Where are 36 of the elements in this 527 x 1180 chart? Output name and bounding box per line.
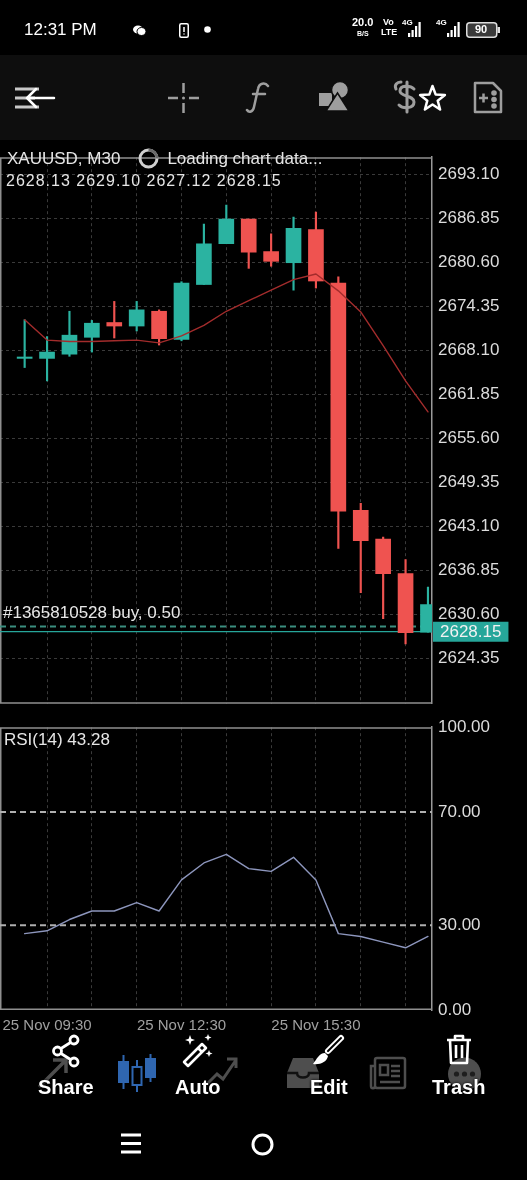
y-tick-label: 2624.35 [438,648,500,668]
text: LTE [381,27,398,37]
ref-line-label: #1365810528 buy, 0.50 [3,603,181,623]
text: 4G [436,18,447,27]
y-tick-label: 2680.60 [438,252,500,272]
y-tick-label: 2636.85 [438,560,500,580]
y-tick-label: 2655.60 [438,428,500,448]
text: Auto [175,1076,221,1098]
y-tick-label: 70.00 [438,801,481,821]
y-tick-label: 0.00 [438,999,472,1019]
text: Vo [383,17,394,27]
y-tick-label: 30.00 [438,914,481,934]
x-tick-label: 25 Nov 15:30 [271,1016,361,1034]
y-tick-label: 2693.10 [438,164,500,184]
x-tick-label: 25 Nov 12:30 [136,1016,227,1034]
chart-title: RSI(14) 43.28 [4,730,110,749]
y-tick-label: 100.00 [438,716,490,736]
y-tick-label: 2649.35 [438,472,500,492]
text: 4G [402,18,413,27]
y-tick-label: 2668.10 [438,340,500,360]
text: Edit [310,1076,348,1098]
y-tick-label: 2643.10 [438,516,500,536]
x-tick-label: 25 Nov 09:30 [2,1016,92,1034]
text: 12:31 PM [24,20,97,39]
chart-title: XAUUSD, M30 [7,149,121,168]
annotation: Loading chart data... [167,149,323,168]
y-tick-label: 2686.85 [438,208,500,228]
ref-line-label: 2628.15 [440,622,502,642]
text: Share [38,1076,94,1098]
y-tick-label: 2661.85 [438,384,500,404]
text: 20.0 [352,16,374,28]
text: Trash [432,1076,486,1098]
y-tick-label: 2630.60 [438,604,500,624]
y-tick-label: 2674.35 [438,296,500,316]
text: 90 [475,23,488,35]
text: 2628.13 2629.10 2627.12 2628.15 [6,172,282,189]
